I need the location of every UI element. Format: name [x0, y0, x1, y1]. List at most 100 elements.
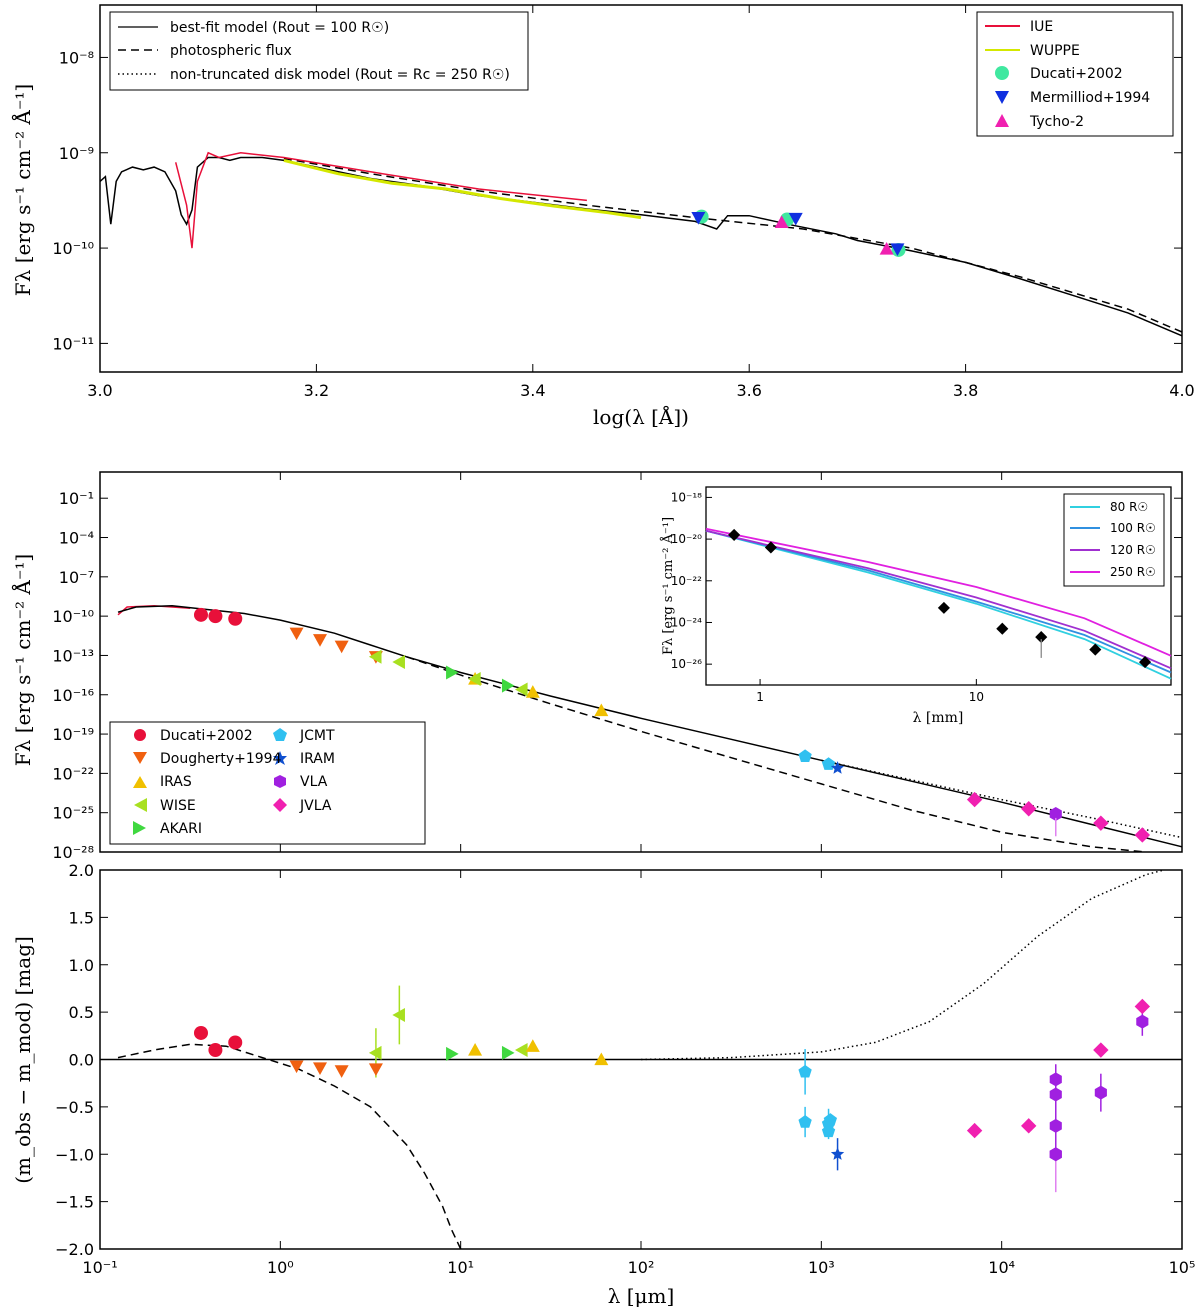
- middle-point-akari: [446, 665, 459, 680]
- top-point-mermilliod-1994: [691, 211, 706, 225]
- bottom-point-vla: [1049, 1087, 1062, 1102]
- bottom-point-dougherty-1994: [289, 1060, 304, 1074]
- bottom-plot-area: [100, 869, 1182, 1250]
- top-right-legend-box: [976, 11, 1174, 137]
- legend2-iram-label: IRAM: [300, 751, 335, 767]
- top-point-mermilliod-1994: [890, 243, 905, 257]
- middle-y-tick-label: 10⁻²²: [52, 764, 94, 783]
- top-x-tick-label: 3.6: [736, 381, 761, 400]
- bottom-point-ducati-2002: [228, 1035, 243, 1050]
- bottom-point-dougherty-1994: [313, 1062, 328, 1076]
- legend2-iras-label: IRAS: [160, 774, 192, 790]
- bottom-point-jvla: [1134, 998, 1151, 1015]
- inset-x-axis-label: λ [mm]: [913, 710, 964, 726]
- top-x-tick-label: 3.0: [87, 381, 112, 400]
- middle-point-vla: [1049, 807, 1062, 821]
- middle-point-dougherty-1994: [334, 640, 349, 654]
- top-y-axis-label: Fλ [erg s⁻¹ cm⁻² Å⁻¹]: [10, 84, 35, 296]
- inset-x-tick-label: 1: [756, 690, 764, 704]
- middle-y-tick-label: 10⁻¹⁹: [52, 725, 94, 744]
- bottom-y-tick-label: −0.5: [55, 1098, 94, 1117]
- inset-series-80-r: [705, 529, 1172, 680]
- bottom-point-dougherty-1994: [334, 1065, 349, 1078]
- top-axis-ticks: 3.0 3.2 3.4 3.6 3.8 4.0 10⁻⁸ 10⁻⁹ 10⁻¹⁰ 10⁻¹¹: [52, 5, 1195, 400]
- inset-point: [996, 622, 1009, 635]
- bottom-point-jcmt: [798, 1064, 812, 1078]
- top-plot-area: [99, 151, 1183, 337]
- bottom-point-ducati-2002: [193, 1025, 208, 1040]
- bottom-point-jvla: [1021, 1118, 1037, 1134]
- middle-point-iras: [594, 703, 609, 717]
- legend-photospheric-label: photospheric flux: [170, 43, 292, 59]
- middle-point-akari: [501, 678, 515, 693]
- top-left-legend-box: [109, 11, 529, 91]
- middle-point-ducati-2002: [228, 611, 243, 626]
- legend-best-fit-label: best-fit model (Rout = 100 R☉): [170, 20, 389, 36]
- inset-legend-250-label: 250 R☉: [1110, 565, 1156, 579]
- inset-y-tick-label: 10⁻²²: [671, 574, 702, 588]
- legend2-akari-label: AKARI: [160, 821, 202, 837]
- bottom-x-tick-label: 10²: [628, 1258, 655, 1277]
- inset-series-120-r: [705, 529, 1172, 670]
- inset-y-tick-label: 10⁻²⁴: [671, 615, 702, 629]
- middle-legend: Ducati+2002 Dougherty+1994 IRAS WISE AKA…: [109, 721, 426, 845]
- middle-point-ducati-2002: [208, 609, 223, 624]
- top-right-legend: IUE WUPPE Ducati+2002 Mermilliod+1994 Ty…: [976, 11, 1174, 137]
- inset-point: [764, 541, 777, 554]
- top-y-tick-label: 10⁻⁹: [59, 144, 94, 163]
- legend2-iram-marker: [273, 751, 287, 765]
- bottom-point-wise: [392, 1007, 405, 1022]
- top-series-wuppe: [283, 158, 642, 220]
- middle-y-tick-label: 10⁻⁴: [59, 529, 94, 548]
- bottom-point-vla: [1049, 1147, 1062, 1162]
- middle-y-tick-label: 10⁻¹³: [52, 646, 94, 665]
- bottom-y-tick-label: −1.5: [55, 1193, 94, 1212]
- middle-y-tick-label: 10⁻¹⁶: [52, 686, 94, 705]
- legend2-dougherty-marker: [133, 752, 147, 764]
- top-x-tick-label: 3.4: [520, 381, 545, 400]
- legend-mermilliod-label: Mermilliod+1994: [1030, 90, 1150, 106]
- top-point-tycho-2: [879, 242, 894, 255]
- middle-point-jvla: [966, 791, 983, 808]
- middle-series-non-truncated-disk-model: [821, 759, 1183, 839]
- inset-legend-100-label: 100 R☉: [1110, 521, 1156, 535]
- legend-ducati-marker: [995, 66, 1009, 80]
- middle-point-wise: [392, 655, 405, 669]
- bottom-point-jvla: [1093, 1042, 1109, 1058]
- bottom-y-tick-label: 2.0: [69, 861, 94, 880]
- inset-point: [728, 528, 741, 541]
- middle-legend-box: [109, 721, 426, 845]
- middle-y-tick-label: 10⁻⁷: [59, 568, 94, 587]
- bottom-point-iras: [594, 1052, 609, 1066]
- bottom-point-ducati-2002: [208, 1043, 223, 1058]
- legend-mermilliod-marker: [995, 91, 1009, 104]
- middle-axis-ticks: 10⁻¹ 10⁻⁴ 10⁻⁷ 10⁻¹⁰ 10⁻¹³ 10⁻¹⁶ 10⁻¹⁹ 10⁻²² 10⁻…: [52, 472, 1183, 862]
- middle-panel: 10⁻¹ 10⁻⁴ 10⁻⁷ 10⁻¹⁰ 10⁻¹³ 10⁻¹⁶ 10⁻¹⁹ 10⁻²² 10⁻…: [10, 471, 1183, 862]
- middle-point-jcmt: [798, 749, 812, 763]
- middle-y-tick-label: 10⁻¹: [59, 489, 94, 508]
- bottom-point-wise: [368, 1045, 382, 1060]
- middle-point-wise: [468, 672, 481, 687]
- middle-point-jvla: [1134, 827, 1151, 843]
- bottom-point-vla: [1049, 1072, 1062, 1087]
- bottom-y-axis-label: (m_obs − m_mod) [mag]: [11, 936, 35, 1184]
- middle-y-tick-label: 10⁻²⁵: [52, 804, 94, 823]
- legend2-ducati-label: Ducati+2002: [160, 728, 253, 744]
- top-y-tick-label: 10⁻¹⁰: [52, 239, 94, 258]
- inset-series-250-r: [705, 527, 1172, 657]
- top-series-photospheric-flux: [283, 157, 1183, 333]
- middle-y-axis-label: Fλ [erg s⁻¹ cm⁻² Å⁻¹]: [10, 554, 35, 766]
- middle-point-wise: [368, 649, 382, 664]
- middle-point-iras: [525, 685, 540, 698]
- inset-point: [1089, 643, 1102, 656]
- bottom-point-vla: [1049, 1118, 1062, 1133]
- inset-legend-120-label: 120 R☉: [1110, 543, 1156, 557]
- middle-plot-area: [117, 604, 1183, 853]
- bottom-axis-ticks: 10⁻¹ 10⁰ 10¹ 10² 10³ 10⁴ 10⁵ 2.0 1.5 1.0 0.5 0.0 −0.…: [55, 861, 1195, 1277]
- inset-legend-box: [1063, 493, 1165, 587]
- middle-series-photospheric-flux: [406, 656, 1146, 853]
- legend-ducati-label: Ducati+2002: [1030, 66, 1123, 82]
- inset-y-axis-label: Fλ [erg s⁻¹ cm⁻² Å⁻¹]: [660, 517, 676, 655]
- bottom-point-vla: [1136, 1014, 1149, 1029]
- top-point-mermilliod-1994: [788, 212, 803, 226]
